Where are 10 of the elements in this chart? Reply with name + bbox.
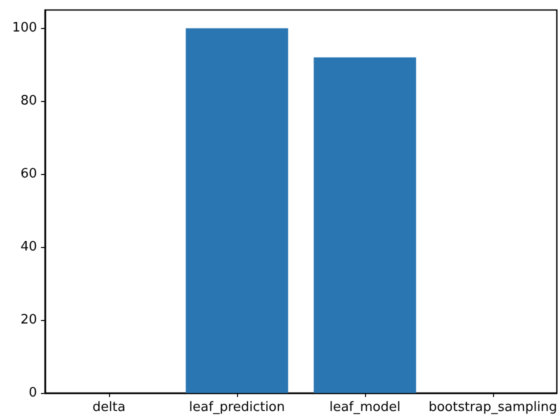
x-tick-label: bootstrap_sampling <box>428 400 558 415</box>
x-tick-label: delta <box>92 400 126 415</box>
y-tick-label: 80 <box>20 94 37 109</box>
x-tick-label: leaf_prediction <box>189 400 285 415</box>
y-tick-label: 100 <box>12 20 37 36</box>
y-tick-label: 20 <box>20 312 37 328</box>
y-tick-label: 40 <box>20 240 37 255</box>
y-tick-label: 0 <box>28 386 37 400</box>
y-tick-label: 60 <box>20 166 37 182</box>
x-tick-label: leaf_model <box>329 400 400 415</box>
